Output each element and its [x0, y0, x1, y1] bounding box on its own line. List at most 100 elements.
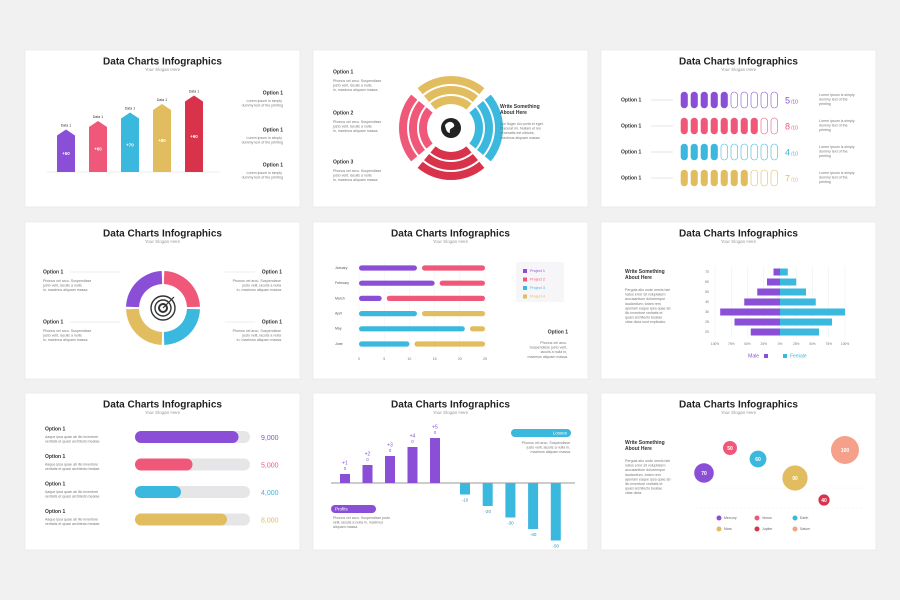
text-line: natus error sit voluptatem — [625, 464, 667, 468]
gantt-bar — [359, 311, 417, 317]
value-label: +50 — [62, 151, 70, 156]
option-label: Option 1 — [262, 319, 282, 325]
legend-label: Project 2 — [530, 278, 545, 282]
y-tick-label: 25 — [705, 320, 709, 324]
ring-segment — [469, 107, 483, 149]
slide-subtitle: Your Slogan Here — [145, 239, 181, 244]
text-line: aperiam eaque ipsa quae ab — [625, 477, 672, 481]
bar-label: Data 1 — [61, 123, 72, 127]
text-line: Lorem ipsum is simply — [819, 145, 856, 149]
male-bar — [744, 298, 780, 306]
text-line: veritatis et quasi architecto beatae — [45, 467, 100, 471]
legend-swatch — [716, 515, 722, 521]
value-label: +3 — [387, 442, 393, 448]
x-tick-label: 25% — [761, 342, 768, 346]
value-label: 5,000 — [261, 462, 279, 469]
slide-subtitle: Your Slogan Here — [721, 67, 757, 72]
description: Phonus vel arcu. Suspendisse justo velit… — [332, 169, 382, 182]
text-line: vitae dicta. — [625, 491, 642, 495]
value-label: 4 — [785, 147, 790, 157]
category-label: March — [335, 296, 345, 300]
text-line: Suspendisse justo velit, — [529, 346, 568, 350]
text-line: laudantium, totam rem — [625, 473, 662, 477]
y-tick-label: 40 — [705, 300, 709, 304]
text-line: veritatis et quasi architecto beatae — [45, 522, 100, 526]
pill-filled — [700, 117, 708, 135]
bubble — [723, 441, 737, 455]
pill-empty — [730, 91, 738, 109]
target-arrow — [162, 296, 175, 309]
text-line: Pergola aliu unde omnis iste — [625, 288, 671, 292]
value-label: -20 — [484, 509, 491, 514]
target-ring — [154, 299, 172, 317]
ring-segment — [424, 85, 478, 102]
option-label: Option 1 — [45, 509, 65, 515]
text-line: iaculis a nulla in, — [541, 350, 568, 354]
pill-empty — [770, 143, 778, 161]
value-label: +80 — [158, 138, 166, 143]
pill-filled — [680, 169, 688, 187]
female-bar — [780, 268, 788, 276]
text-line: in, maximus aliquam massa. — [333, 88, 378, 92]
pill-empty — [740, 143, 748, 161]
category-label: January — [335, 266, 348, 270]
bubble-label: 90 — [792, 476, 798, 482]
option-label: Option 1 — [333, 69, 353, 75]
ring-segment — [419, 107, 433, 149]
profit-bar — [407, 447, 418, 483]
description: Nor fluger dui porta et eget. Placerat m… — [500, 122, 545, 140]
gantt-bar — [359, 280, 435, 286]
text-line: maximus aliquam massa. — [527, 355, 568, 359]
profit-bar — [340, 474, 350, 483]
value-label: -50 — [553, 544, 560, 549]
loss-bar — [528, 483, 539, 529]
description: Phonus vel arcu. Suspendisse justo velit… — [333, 516, 391, 529]
base-label: 0 — [434, 430, 437, 435]
description: Phonus vel arcu. Suspendisse justo velit… — [527, 341, 568, 359]
total-label: /10 — [791, 151, 798, 157]
slide-title: Data Charts Infographics — [679, 229, 798, 240]
text-line: in, maximus aliquam massa. — [237, 288, 282, 292]
text-line: Phonus vel arcu. Suspendisse — [43, 279, 92, 283]
slide-title: Data Charts Infographics — [103, 229, 222, 240]
pill-empty — [760, 117, 768, 135]
category-label: February — [335, 281, 349, 285]
text-line: velit, iaculis a nulla in, maximus — [333, 521, 384, 525]
legend-swatch — [792, 515, 798, 521]
pill-filled — [680, 91, 688, 109]
text-line: Aaque ipsa quae ab illo inventore — [45, 517, 99, 521]
arrow-bar — [89, 121, 107, 172]
bubble — [782, 465, 808, 491]
text-line: natus error sit voluptatem — [625, 293, 667, 297]
donut-segment — [163, 271, 200, 308]
description: Lorem ipsum is simply dummy text of the … — [819, 93, 856, 106]
text-line: quasi architecto beatae — [625, 316, 663, 320]
value-label: +4 — [410, 433, 416, 439]
description: Aaque ipsa quae ab illo inventore verita… — [45, 517, 100, 526]
slide-subtitle: Your Slogan Here — [433, 410, 469, 415]
text-line: printing — [819, 128, 831, 132]
pill-filled — [720, 117, 728, 135]
y-tick-label: 30 — [705, 310, 709, 314]
text-line: maximus aliquam massa. — [530, 450, 571, 454]
x-tick-label: 25% — [793, 342, 800, 346]
x-tick-label: 75% — [728, 342, 735, 346]
text-line: accusantium doloremque — [625, 297, 666, 301]
text-line: printing — [819, 102, 831, 106]
option-label: Option 1 — [621, 97, 641, 103]
value-label: +70 — [126, 142, 134, 147]
bubble-label: 100 — [841, 448, 850, 454]
bar-fill — [135, 513, 227, 526]
male-bar — [750, 328, 780, 336]
profit-bar — [385, 456, 395, 483]
value-label: +90 — [190, 134, 198, 139]
legend-swatch — [716, 526, 722, 532]
pill-empty — [770, 91, 778, 109]
male-bar — [757, 288, 780, 296]
slide-title: Data Charts Infographics — [679, 400, 798, 411]
pill-filled — [680, 143, 688, 161]
text-line: Phonus vel arcu. Suspendisse — [333, 120, 382, 124]
slide-subtitle: Your Slogan Here — [145, 410, 181, 415]
